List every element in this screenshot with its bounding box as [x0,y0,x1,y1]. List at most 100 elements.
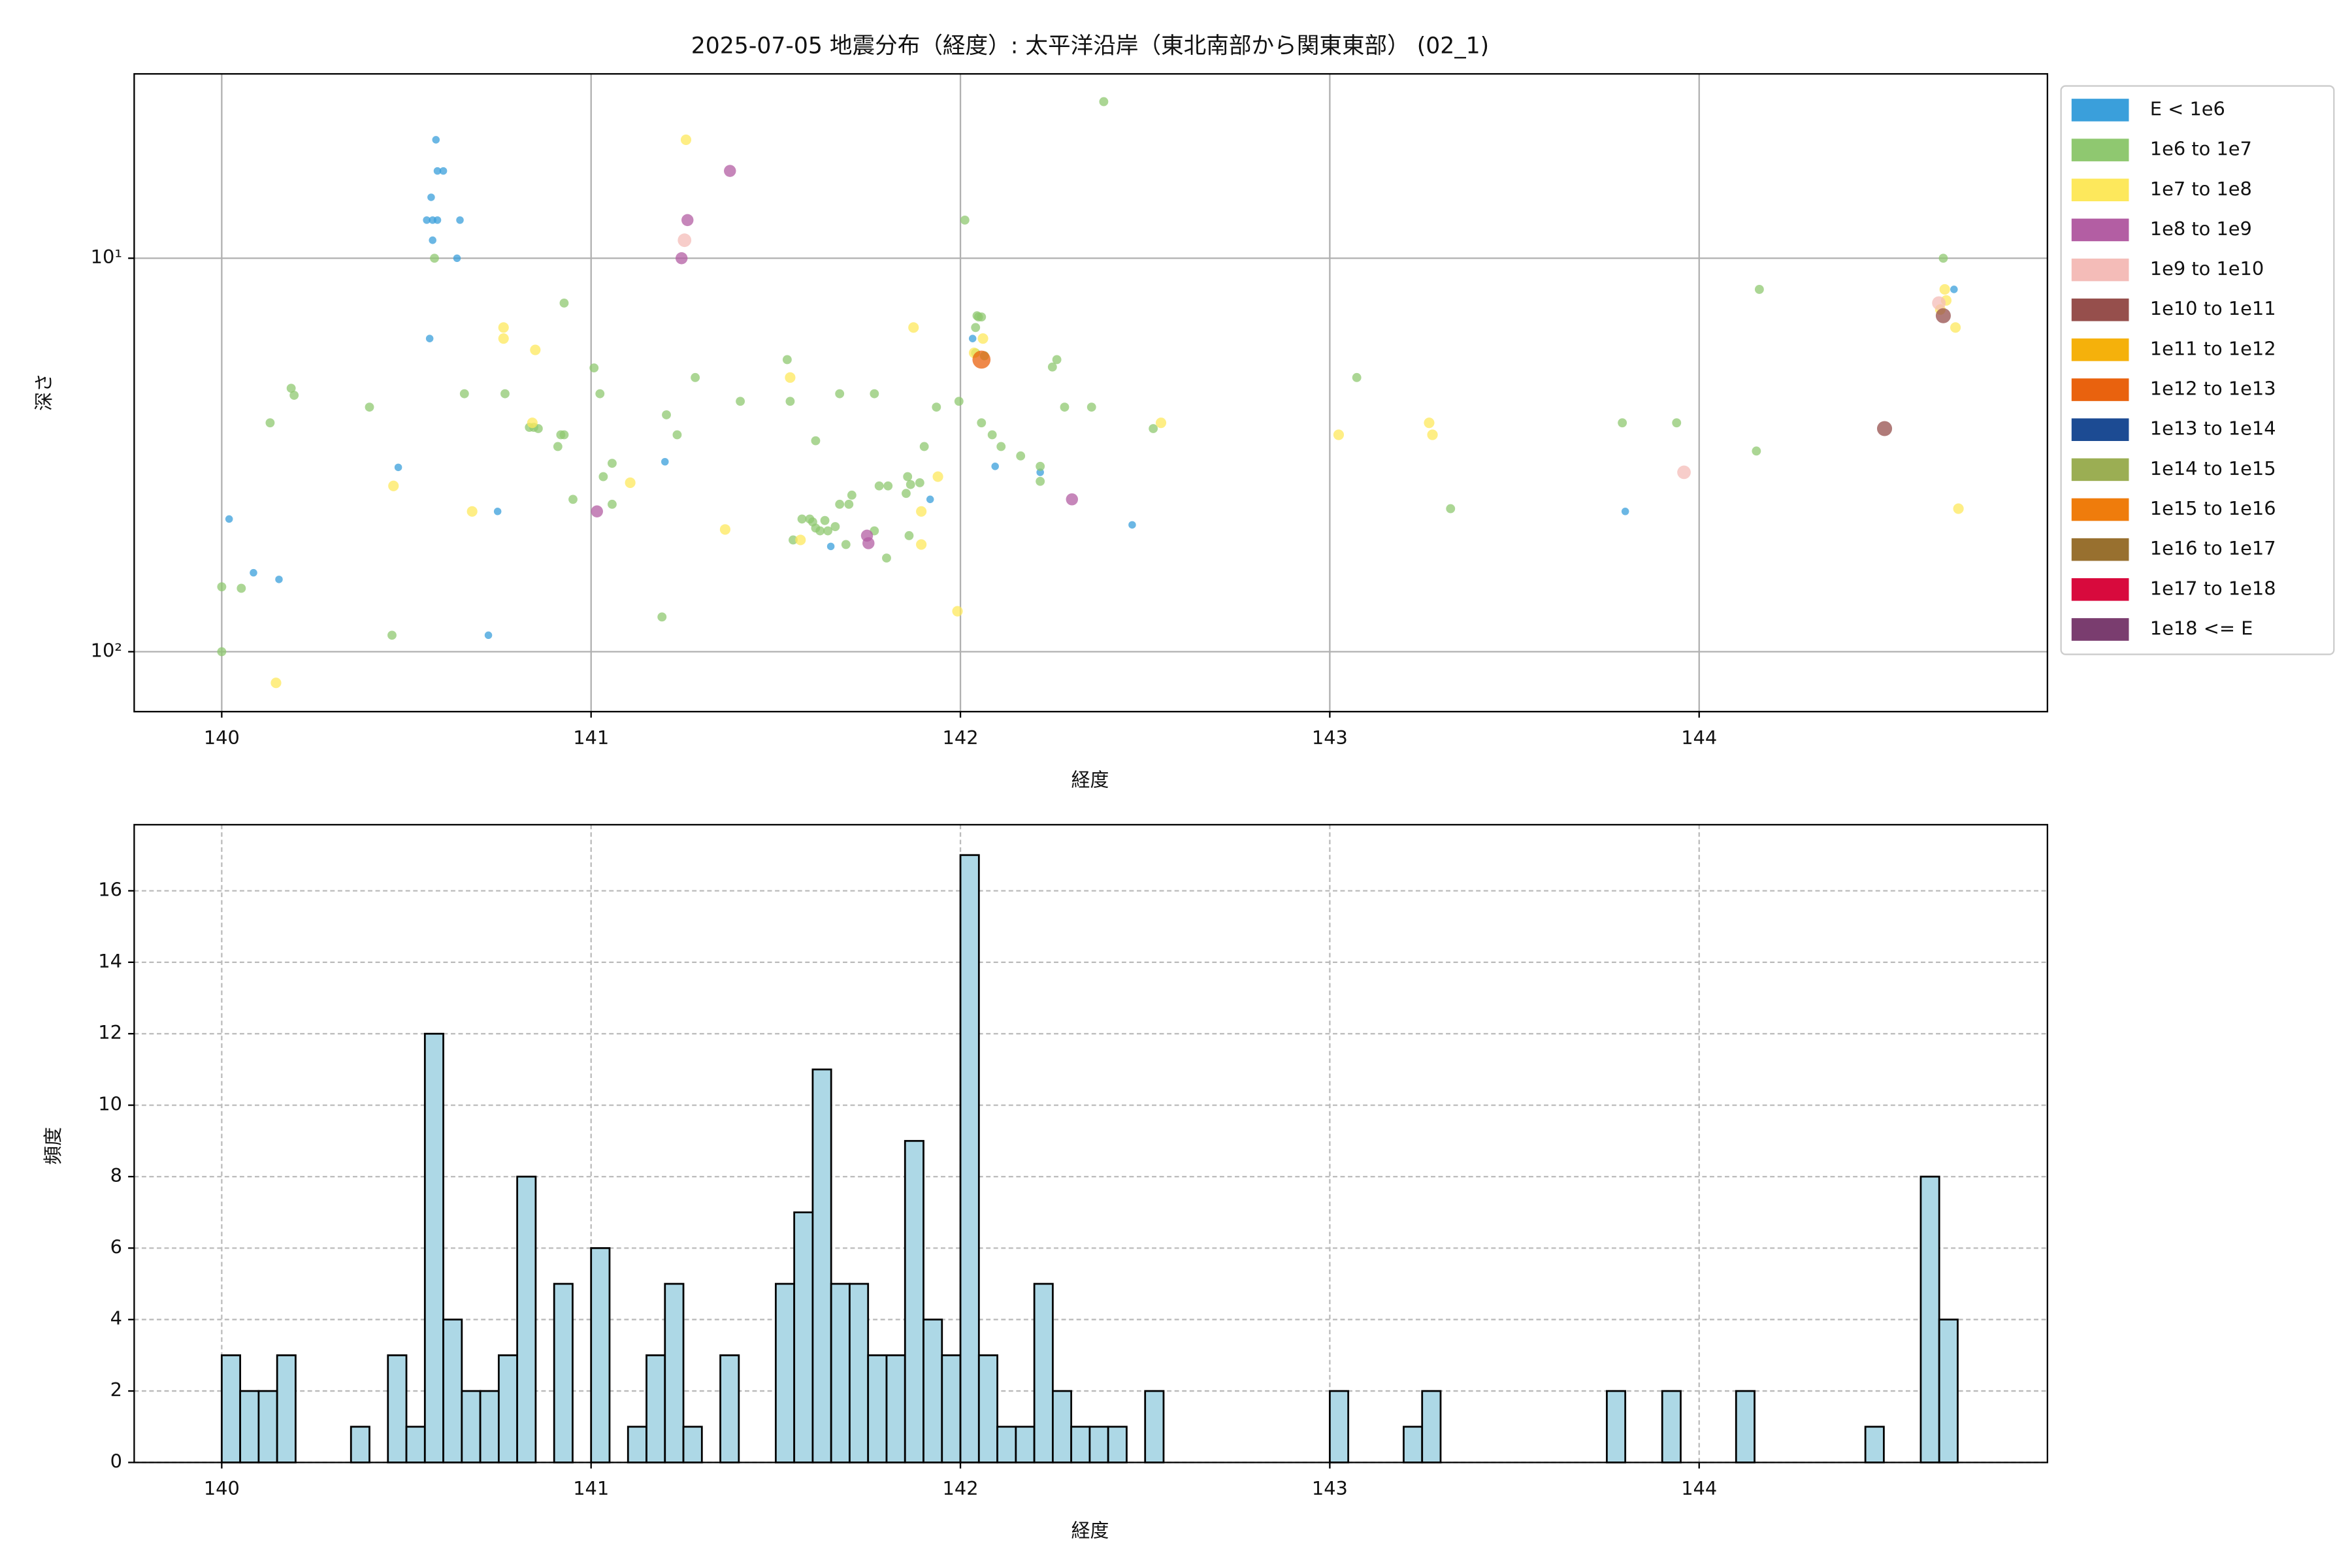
scatter-point [1036,476,1045,486]
legend-label: 1e11 to 1e12 [2150,337,2276,359]
histogram-bar [867,1354,888,1463]
histogram-bar [904,1139,924,1463]
histogram-bar [1052,1390,1073,1463]
histogram-bar [1606,1390,1627,1463]
legend-label: 1e6 to 1e7 [2150,138,2252,160]
scatter-point [830,522,840,532]
histogram-bar [1088,1426,1109,1463]
y-tick-label: 0 [110,1450,122,1472]
histogram-bar [590,1247,611,1463]
scatter-point [456,216,464,224]
scatter-point [1938,253,1948,263]
scatter-point [598,472,608,482]
x-tick-label: 142 [943,727,979,749]
scatter-point [789,535,798,545]
scatter-point [289,391,299,400]
x-axis-label: 経度 [1071,768,1109,791]
scatter-point [591,505,603,518]
chart-title: 2025-07-05 地震分布（経度）: 太平洋沿岸（東北南部から関東東部） (… [691,33,1489,59]
scatter-point [365,402,374,412]
legend-box [2060,85,2335,655]
y-tick-label: 4 [110,1307,122,1330]
legend-label: 1e7 to 1e8 [2150,178,2252,200]
histogram-bar [923,1318,943,1463]
scatter-point [724,165,736,177]
y-tick-label: 16 [98,878,122,900]
histogram-bar [977,1354,998,1463]
histogram-bar [1033,1282,1054,1463]
scatter-point [595,389,605,399]
histogram-bar [627,1426,647,1463]
scatter-point [882,553,891,563]
scatter-point [915,478,924,487]
scatter-point [926,495,934,504]
legend-swatch [2071,178,2129,202]
legend-label: 1e10 to 1e11 [2150,297,2276,319]
legend-swatch [2071,338,2129,361]
histogram-bar [682,1426,703,1463]
scatter-point [459,389,469,399]
histogram-bar [1864,1426,1885,1463]
histogram-bar [239,1390,260,1463]
scatter-point [1939,284,1950,295]
scatter-point [662,410,671,419]
scatter-point [1060,402,1070,412]
scatter-point [815,526,825,536]
y-axis-label: 頻度 [42,1127,64,1165]
scatter-point [1677,465,1691,480]
scatter-point [661,457,669,466]
scatter-point [439,167,448,175]
scatter-point [932,471,943,482]
scatter-point [657,612,667,622]
scatter-point [971,323,981,333]
scatter-point [225,515,233,523]
legend-swatch [2071,298,2129,321]
scatter-point [820,515,830,525]
histogram-bar [719,1354,740,1463]
scatter-point [1099,97,1109,106]
scatter-point [870,389,879,399]
scatter-point [484,631,493,640]
scatter-point [991,463,999,470]
x-tick-label: 140 [204,1477,240,1499]
scatter-point [608,499,617,509]
histogram-bar [1938,1318,1959,1463]
scatter-point [427,193,435,201]
scatter-point [500,389,510,399]
scatter-point [217,582,227,592]
x-tick-label: 141 [573,727,609,749]
legend-swatch [2071,458,2129,482]
scatter-point [275,576,283,583]
scatter-point [568,495,578,504]
histogram-bar [885,1354,906,1463]
histogram-bar [497,1354,519,1463]
scatter-point [862,537,875,549]
histogram-bar [793,1211,814,1463]
scatter-point [972,350,991,369]
scatter-point [432,136,440,144]
histogram-bar [1421,1390,1442,1463]
scatter-point [782,355,792,365]
plot-frame [133,824,2048,1463]
x-tick-label: 144 [1681,1477,1717,1499]
scatter-point [785,397,795,406]
scatter-point [270,678,282,689]
scatter-point [559,298,569,308]
scatter-point [433,167,442,175]
scatter-point [841,540,851,549]
scatter-point [1155,417,1167,429]
scatter-point [608,459,617,468]
histogram-bar [276,1354,297,1463]
y-tick-label: 10² [91,640,122,662]
histogram-bar [423,1032,444,1463]
scatter-point [1672,418,1682,428]
scatter-point [493,508,502,515]
scatter-point [874,481,884,491]
x-tick-label: 143 [1312,1477,1348,1499]
scatter-point [1333,429,1345,440]
scatter-point [625,477,636,488]
scatter-point [691,372,700,382]
scatter-point [530,344,541,355]
